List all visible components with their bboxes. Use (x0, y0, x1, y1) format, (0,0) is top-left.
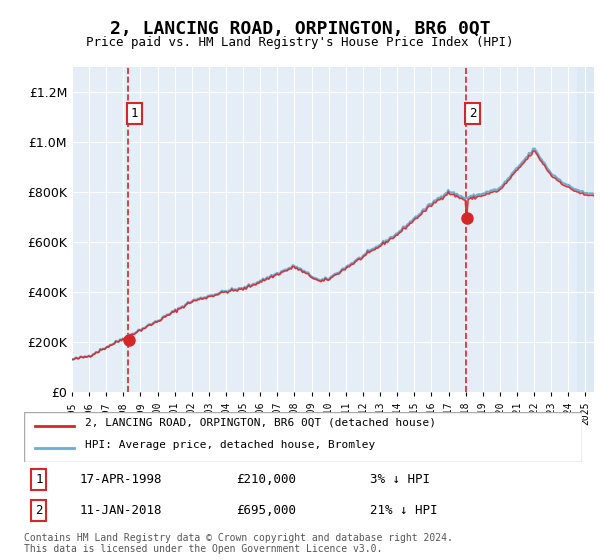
Text: Contains HM Land Registry data © Crown copyright and database right 2024.
This d: Contains HM Land Registry data © Crown c… (24, 533, 453, 554)
Bar (72, 67, 594, 392)
Text: 21% ↓ HPI: 21% ↓ HPI (370, 504, 437, 517)
Text: £695,000: £695,000 (236, 504, 296, 517)
Bar (577, 67, 594, 392)
Text: 2: 2 (469, 107, 476, 120)
Text: 3% ↓ HPI: 3% ↓ HPI (370, 473, 430, 486)
Text: 17-APR-1998: 17-APR-1998 (80, 473, 162, 486)
Text: 1: 1 (131, 107, 139, 120)
Text: HPI: Average price, detached house, Bromley: HPI: Average price, detached house, Brom… (85, 440, 376, 450)
Text: Price paid vs. HM Land Registry's House Price Index (HPI): Price paid vs. HM Land Registry's House … (86, 36, 514, 49)
Text: 1: 1 (35, 473, 43, 486)
Text: 11-JAN-2018: 11-JAN-2018 (80, 504, 162, 517)
Text: 2: 2 (35, 504, 43, 517)
Text: 2, LANCING ROAD, ORPINGTON, BR6 0QT (detached house): 2, LANCING ROAD, ORPINGTON, BR6 0QT (det… (85, 418, 436, 428)
Text: £210,000: £210,000 (236, 473, 296, 486)
FancyBboxPatch shape (24, 412, 582, 462)
Text: 2, LANCING ROAD, ORPINGTON, BR6 0QT: 2, LANCING ROAD, ORPINGTON, BR6 0QT (110, 20, 490, 38)
